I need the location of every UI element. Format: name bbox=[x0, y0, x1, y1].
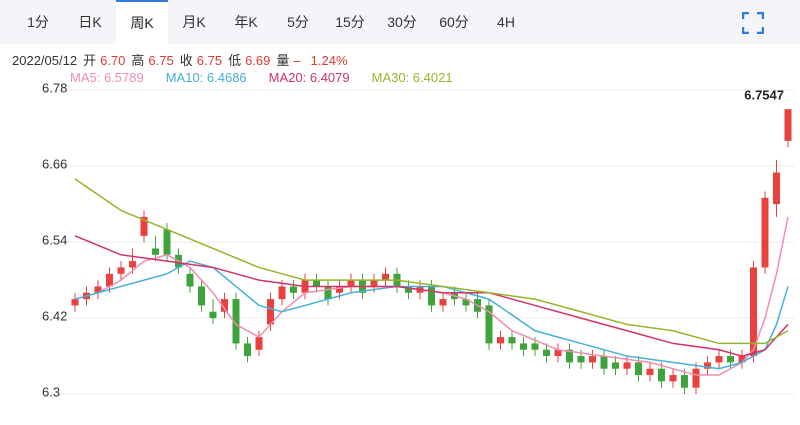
legend-entry: MA5: 6.5789 bbox=[70, 70, 144, 85]
candle-body bbox=[370, 280, 378, 287]
candle-body bbox=[577, 356, 585, 363]
date: 2022/05/12 bbox=[12, 53, 78, 68]
info-label: 开 bbox=[83, 53, 97, 68]
candle-body bbox=[405, 286, 412, 293]
legend-entry: MA30: 6.4021 bbox=[371, 70, 453, 85]
candle-body bbox=[71, 299, 79, 306]
candle-body bbox=[623, 362, 631, 369]
info-value: 6.75 bbox=[148, 53, 174, 68]
candle-body bbox=[635, 362, 642, 376]
candle-body bbox=[382, 273, 389, 281]
info-value: 6.69 bbox=[245, 53, 271, 68]
change: 1.24% bbox=[310, 53, 348, 68]
tab[interactable]: 5分 bbox=[287, 14, 309, 30]
candle-body bbox=[508, 337, 516, 344]
candle-body bbox=[198, 286, 205, 306]
tab[interactable]: 1分 bbox=[27, 14, 49, 30]
candle-body bbox=[750, 267, 757, 357]
candle-body bbox=[278, 286, 286, 300]
candle-body bbox=[566, 349, 573, 363]
candle-body bbox=[520, 343, 527, 350]
candle-body bbox=[669, 375, 677, 382]
candle-body bbox=[140, 216, 148, 236]
candle-body bbox=[462, 299, 470, 306]
tab[interactable]: 60分 bbox=[439, 14, 469, 30]
candle-body bbox=[761, 197, 769, 268]
candle-body bbox=[589, 356, 596, 363]
candle-body bbox=[255, 337, 263, 350]
candle-body bbox=[336, 286, 343, 293]
candle-body bbox=[267, 299, 274, 325]
info-label: 低 bbox=[228, 53, 242, 68]
candle-body bbox=[94, 286, 102, 293]
y-tick-label: 6.78 bbox=[42, 81, 67, 96]
candle-body bbox=[727, 356, 734, 363]
legend-entry: MA20: 6.4079 bbox=[268, 70, 350, 85]
candle-body bbox=[738, 356, 746, 363]
last-price: 6.7547 bbox=[744, 87, 784, 102]
candle-body bbox=[152, 248, 159, 255]
candle-body bbox=[646, 368, 654, 376]
candle-body bbox=[784, 109, 792, 141]
ma-line bbox=[74, 235, 789, 357]
candle-body bbox=[313, 280, 320, 287]
tab[interactable]: 年K bbox=[234, 14, 258, 30]
tab[interactable]: 15分 bbox=[335, 14, 365, 30]
candle-body bbox=[232, 299, 240, 344]
candle-body bbox=[497, 337, 504, 344]
candle-body bbox=[428, 286, 435, 306]
candle-body bbox=[221, 299, 228, 312]
tab[interactable]: 4H bbox=[497, 14, 515, 30]
tab[interactable]: 30分 bbox=[387, 14, 417, 30]
ma-legend: MA5: 6.5789 MA10: 6.4686 MA20: 6.4079 MA30:… bbox=[70, 70, 475, 85]
ma-line bbox=[74, 178, 789, 345]
candle-body bbox=[209, 311, 217, 319]
candle-body bbox=[773, 172, 780, 205]
y-tick-label: 6.42 bbox=[42, 309, 67, 324]
info-label: 收 bbox=[179, 53, 193, 68]
candle-body bbox=[290, 286, 297, 293]
candle-body bbox=[439, 299, 447, 306]
candle-body bbox=[543, 349, 550, 357]
info-value: – bbox=[293, 53, 301, 68]
candle-body bbox=[347, 280, 355, 287]
candle-body bbox=[485, 305, 493, 344]
candle-body bbox=[704, 362, 711, 369]
candle-body bbox=[163, 229, 171, 255]
y-tick-label: 6.54 bbox=[42, 233, 67, 248]
y-tick-label: 6.66 bbox=[42, 157, 67, 172]
candle-body bbox=[129, 261, 136, 268]
candle-body bbox=[244, 343, 251, 357]
candle-body bbox=[612, 362, 619, 369]
candle-body bbox=[324, 286, 332, 300]
info-label: 量 bbox=[276, 53, 290, 68]
ma-line bbox=[97, 216, 789, 376]
candle-body bbox=[600, 356, 608, 369]
candle-body bbox=[715, 356, 723, 363]
candle-body bbox=[106, 273, 113, 287]
ohlc-info: 2022/05/12 开 6.70 高 6.75 收 6.75 低 6.69 量 –1.24% bbox=[12, 50, 354, 69]
candle-body bbox=[692, 368, 700, 388]
info-value: 6.75 bbox=[196, 53, 223, 68]
tab[interactable]: 月K bbox=[182, 14, 206, 30]
info-value: 6.70 bbox=[100, 53, 126, 68]
candle-body bbox=[186, 273, 194, 287]
candle-body bbox=[117, 267, 125, 274]
y-tick-label: 6.3 bbox=[42, 384, 60, 399]
legend-entry: MA10: 6.4686 bbox=[165, 70, 247, 85]
tab[interactable]: 日K bbox=[78, 14, 102, 30]
ma-line bbox=[74, 260, 789, 370]
candle-body bbox=[554, 349, 562, 357]
fullscreen-icon[interactable] bbox=[742, 12, 764, 34]
tab-bar: 1分 日K 周K 月K 年K 5分 15分 30分 60分 4H bbox=[0, 0, 800, 44]
candle-body bbox=[658, 368, 665, 382]
candle-body bbox=[531, 343, 539, 350]
info-label: 高 bbox=[131, 53, 145, 68]
tab[interactable]: 周K bbox=[116, 0, 168, 44]
candle-body bbox=[681, 375, 688, 388]
